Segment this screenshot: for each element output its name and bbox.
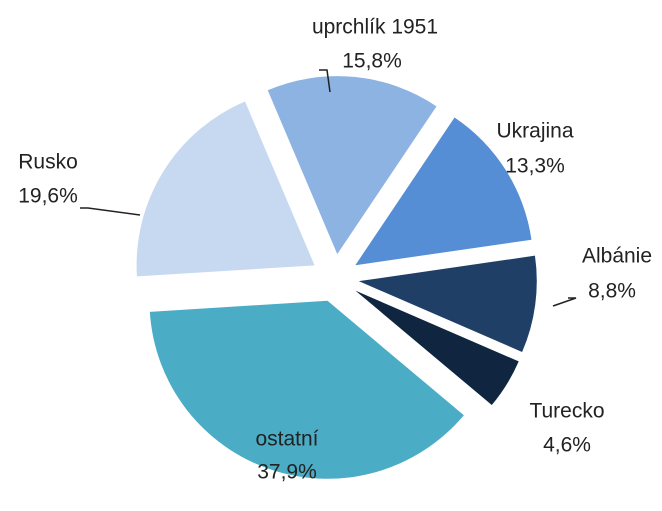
slice-label: uprchlík 1951: [312, 16, 438, 39]
slice-value-label: 8,8%: [588, 280, 636, 303]
slice-label: Ukrajina: [496, 120, 573, 143]
pie-slice: [355, 290, 519, 406]
pie-slice: [149, 300, 464, 479]
pie-slice: [358, 255, 537, 352]
slice-value-label: 37,9%: [257, 461, 317, 484]
slice-label: Rusko: [18, 151, 78, 174]
pie-slice: [355, 117, 532, 266]
leader-line: [319, 69, 331, 93]
slice-value-label: 13,3%: [505, 155, 565, 178]
leader-line: [80, 207, 141, 216]
slice-value-label: 15,8%: [342, 50, 402, 73]
slice-label: ostatní: [255, 428, 318, 451]
slice-label: Albánie: [582, 245, 652, 268]
slice-label: Turecko: [529, 400, 604, 423]
leader-line: [552, 297, 577, 307]
slice-value-label: 19,6%: [18, 185, 78, 208]
slice-value-label: 4,6%: [543, 434, 591, 457]
pie-slice: [267, 76, 437, 255]
pie-slice: [136, 101, 315, 277]
